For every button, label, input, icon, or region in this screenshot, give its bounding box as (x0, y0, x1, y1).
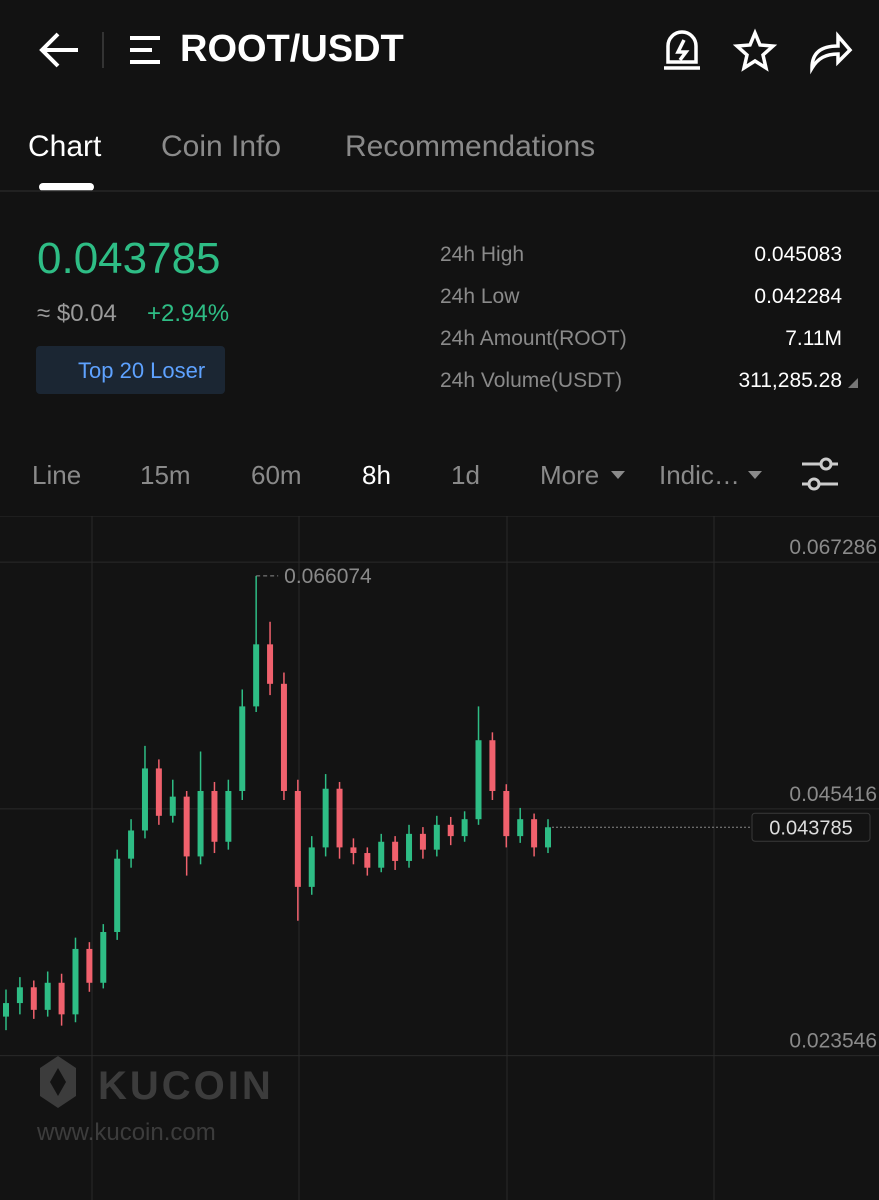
candle-body (392, 841, 399, 861)
menu-icon[interactable] (130, 36, 160, 64)
more-caret (611, 471, 625, 479)
candle-body (419, 833, 426, 850)
candle-body (128, 830, 135, 859)
watermark: KUCOIN www.kucoin.com (36, 1056, 274, 1146)
stat-value: 0.042284 (754, 285, 842, 308)
candle-body (114, 858, 121, 933)
interval[interactable]: 8h (362, 460, 391, 490)
stat-value: 7.11M (785, 327, 842, 350)
candle-body (489, 740, 496, 791)
tab-indicator (39, 183, 94, 191)
interval[interactable]: 1d (451, 460, 480, 490)
stat-label: 24h Low (440, 285, 520, 308)
candle-body (406, 833, 413, 861)
volume-triangle (848, 378, 858, 388)
alert-icon[interactable] (664, 30, 700, 70)
y-tick-label: 0.023546 (789, 1030, 877, 1053)
tab[interactable]: Coin Info (161, 130, 282, 163)
candle-body (183, 796, 190, 857)
candle-body (475, 740, 482, 820)
stat-label: 24h High (440, 243, 525, 266)
candle-body (155, 768, 162, 816)
stat-value: 0.045083 (754, 243, 842, 266)
candle-body (86, 948, 93, 983)
stat-value: 311,285.28 (738, 369, 842, 392)
candle-body (350, 847, 357, 854)
stat-label: 24h Volume(USDT) (440, 369, 623, 392)
candle-body (364, 853, 371, 868)
candle-body (253, 644, 260, 707)
y-tick-label: 0.067286 (789, 536, 877, 559)
candle-body (169, 796, 176, 816)
candle-body (211, 790, 218, 842)
candle-chart: KUCOIN www.kucoin.com 0.067286 0.045416 0.… (0, 516, 879, 1200)
back-icon[interactable] (39, 32, 78, 68)
candle-body (225, 790, 232, 842)
candle-body (100, 932, 107, 983)
stat-label: 24h Amount(ROOT) (440, 327, 627, 350)
candle-body (44, 982, 51, 1010)
interval[interactable]: 60m (251, 460, 302, 490)
candle-body (322, 788, 329, 848)
candle-body (336, 788, 343, 848)
y-tick-label: 0.045416 (789, 783, 877, 806)
fiat-price: ≈ $0.04 (37, 300, 117, 327)
last-price: 0.043785 (37, 234, 221, 283)
share-icon[interactable] (810, 31, 853, 75)
watermark-brand: KUCOIN (98, 1064, 274, 1108)
watermark-url: www.kucoin.com (36, 1119, 216, 1146)
candle-body (531, 819, 538, 848)
candle-body (503, 790, 510, 837)
badge-text: Top 20 Loser (78, 358, 206, 383)
tab[interactable]: Recommendations (345, 130, 596, 163)
tab[interactable]: Chart (28, 130, 102, 163)
candle-body (433, 824, 440, 850)
candle-body (239, 706, 246, 791)
candle-body (378, 841, 385, 868)
candle-body (197, 790, 204, 857)
interval[interactable]: More (540, 460, 600, 490)
interval[interactable]: Line (32, 460, 82, 490)
pair-title: ROOT/USDT (180, 28, 404, 70)
peak-label: 0.066074 (284, 565, 372, 588)
candle-body (517, 819, 524, 837)
candle-body (308, 847, 315, 887)
candle-body (30, 987, 37, 1010)
candle-body (447, 824, 454, 837)
price-tag-label: 0.043785 (769, 817, 852, 839)
candle-body (72, 948, 79, 1015)
interval[interactable]: Indic… (659, 460, 740, 490)
candle-body (461, 819, 468, 837)
candle-body (267, 644, 274, 684)
candle-body (545, 827, 551, 848)
interval[interactable]: 15m (140, 460, 191, 490)
rank-badge[interactable]: Top 20 Loser (36, 346, 225, 394)
favorite-icon[interactable] (732, 28, 778, 72)
candle-body (58, 982, 65, 1015)
candle-body (294, 790, 301, 887)
candle-body (280, 683, 287, 791)
price-change: +2.94% (147, 300, 230, 327)
settings-icon[interactable] (802, 457, 838, 491)
price-tag (751, 812, 871, 842)
candle-body (3, 1003, 9, 1017)
indicator-caret (748, 471, 762, 479)
candle-body (16, 987, 23, 1004)
candle-body (141, 768, 148, 831)
